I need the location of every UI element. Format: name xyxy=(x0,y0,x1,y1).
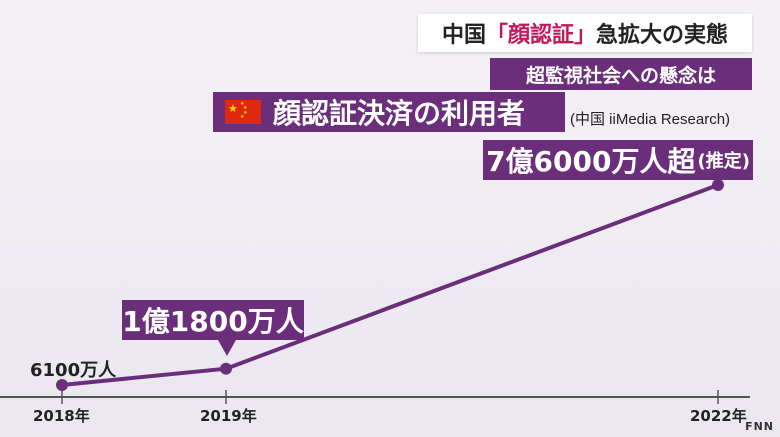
fnn-logo: FNN xyxy=(745,420,774,433)
x-tick-label-2019: 2019年 xyxy=(200,407,257,425)
china-flag-icon: ★ ★ ★ ★ ★ xyxy=(225,100,261,124)
data-label-2022-note: (推定) xyxy=(697,151,750,172)
data-point-2019 xyxy=(220,362,232,375)
data-label-2022: 7億6000万人超 (推定) xyxy=(483,140,753,180)
title-suffix: 急拡大の実態 xyxy=(596,23,729,48)
x-tick-label-2022: 2022年 xyxy=(690,407,747,425)
data-points xyxy=(56,179,724,391)
subtitle: 超監視社会への懸念は xyxy=(525,64,716,87)
data-label-2022-value: 7億6000万人超 xyxy=(486,145,696,178)
title-prefix: 中国 xyxy=(441,23,486,48)
data-point-2022 xyxy=(712,179,724,191)
title-box: 中国 「顔認証」 急拡大の実態 xyxy=(418,14,752,52)
series-line-group xyxy=(61,183,719,387)
source-note: (中国 iiMedia Research) xyxy=(570,111,731,128)
x-axis xyxy=(0,390,750,404)
data-label-2018: 6100万人 xyxy=(30,360,117,381)
subtitle-box: 超監視社会への懸念は xyxy=(490,58,752,90)
data-point-2018 xyxy=(56,379,68,391)
series-line xyxy=(61,183,719,387)
data-label-2019: 1億1800万人 xyxy=(122,300,304,356)
chart-heading: 顔認証決済の利用者 xyxy=(273,97,526,130)
heading-box: ★ ★ ★ ★ ★ 顔認証決済の利用者 xyxy=(213,92,565,132)
data-label-2019-value: 1億1800万人 xyxy=(122,305,304,338)
x-tick-label-2018: 2018年 xyxy=(33,407,90,425)
title-highlight: 「顔認証」 xyxy=(485,23,596,48)
